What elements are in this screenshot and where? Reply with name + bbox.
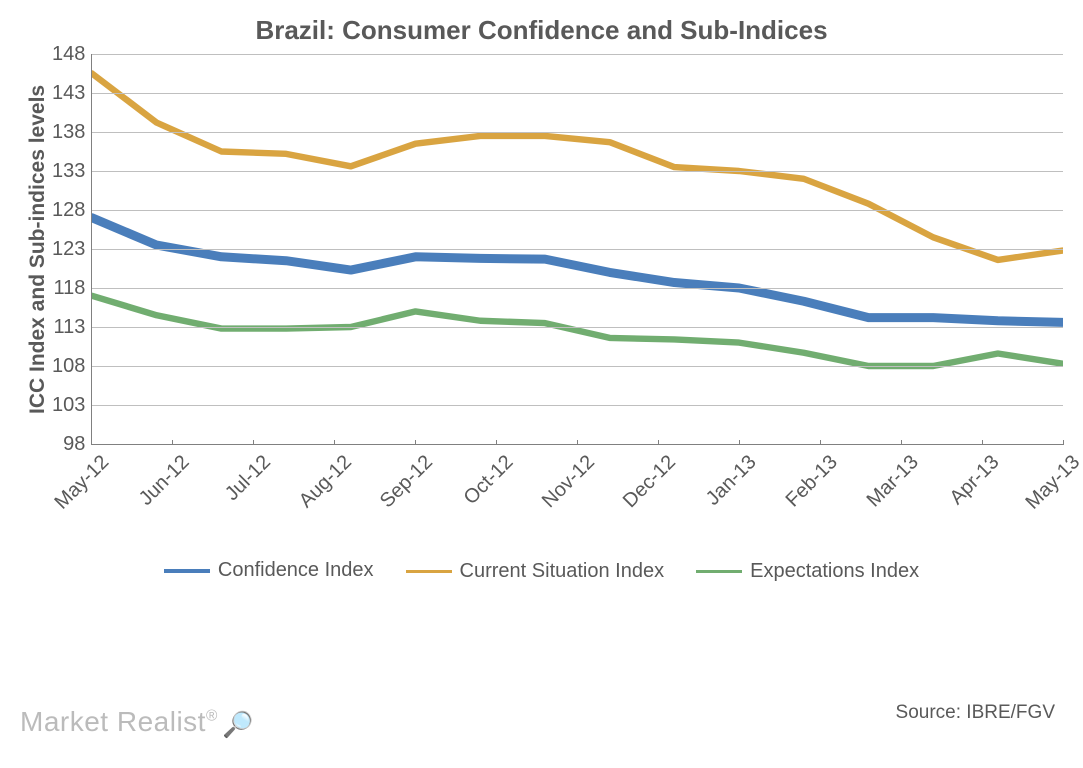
legend-swatch [164,569,210,573]
legend-swatch [696,570,742,573]
x-tick-label: Sep-12 [376,451,438,513]
legend-label: Expectations Index [750,560,919,583]
gridline [92,249,1063,250]
gridline [92,210,1063,211]
x-tick-label: Dec-12 [619,451,681,513]
x-tick-mark [253,440,254,445]
source-text: Source: IBRE/FGV [896,702,1055,724]
gridline [92,327,1063,328]
plot-area: ICC Index and Sub-indices levels 9810310… [20,54,1063,445]
x-tick-label: Apr-13 [946,451,1005,510]
x-tick-label: May-12 [50,451,113,514]
legend-item: Confidence Index [164,559,374,582]
x-tick-label: May-13 [1022,451,1083,514]
gridline [92,288,1063,289]
x-tick-mark [820,440,821,445]
x-tick-label: Oct-12 [460,451,519,510]
gridline [92,54,1063,55]
x-tick-label: Jan-13 [702,451,762,511]
series-line [92,296,1063,366]
x-tick-label: Mar-13 [862,451,923,512]
legend-label: Current Situation Index [460,560,665,583]
legend: Confidence Index Current Situation Index E… [20,559,1063,583]
x-tick-mark [982,440,983,445]
legend-label: Confidence Index [218,559,374,582]
x-tick-mark [172,440,173,445]
y-axis-ticks: 98103108113118123128133138143148 [52,54,91,444]
chart-container: Brazil: Consumer Confidence and Sub-Indi… [20,15,1063,645]
y-axis-label: ICC Index and Sub-indices levels [20,54,52,444]
series-line [92,218,1063,323]
gridline [92,93,1063,94]
chart-title: Brazil: Consumer Confidence and Sub-Indi… [20,15,1063,46]
x-tick-label: Jul-12 [221,451,276,506]
footer: Market Realist®🔍 Source: IBRE/FGV [0,696,1083,756]
x-tick-mark [334,440,335,445]
watermark-logo: Market Realist®🔍 [20,706,254,738]
x-tick-mark [658,440,659,445]
x-tick-mark [496,440,497,445]
x-tick-mark [415,440,416,445]
gridline [92,366,1063,367]
x-tick-mark [901,440,902,445]
x-axis-ticks: May-12Jun-12Jul-12Aug-12Sep-12Oct-12Nov-… [91,445,1063,555]
legend-item: Current Situation Index [406,560,665,583]
watermark-text: Market Realist [20,706,206,737]
gridline [92,132,1063,133]
legend-item: Expectations Index [696,560,919,583]
x-tick-label: Feb-13 [781,451,842,512]
x-tick-label: Nov-12 [538,451,600,513]
gridline [92,171,1063,172]
x-tick-mark [1063,440,1064,445]
magnifier-icon: 🔍 [222,711,254,740]
x-tick-label: Aug-12 [295,451,357,513]
x-tick-mark [739,440,740,445]
x-tick-mark [577,440,578,445]
series-line [92,74,1063,260]
legend-swatch [406,570,452,573]
x-tick-mark [91,440,92,445]
x-tick-label: Jun-12 [135,451,195,511]
plot-region [91,54,1063,445]
registered-icon: ® [206,708,218,725]
gridline [92,405,1063,406]
